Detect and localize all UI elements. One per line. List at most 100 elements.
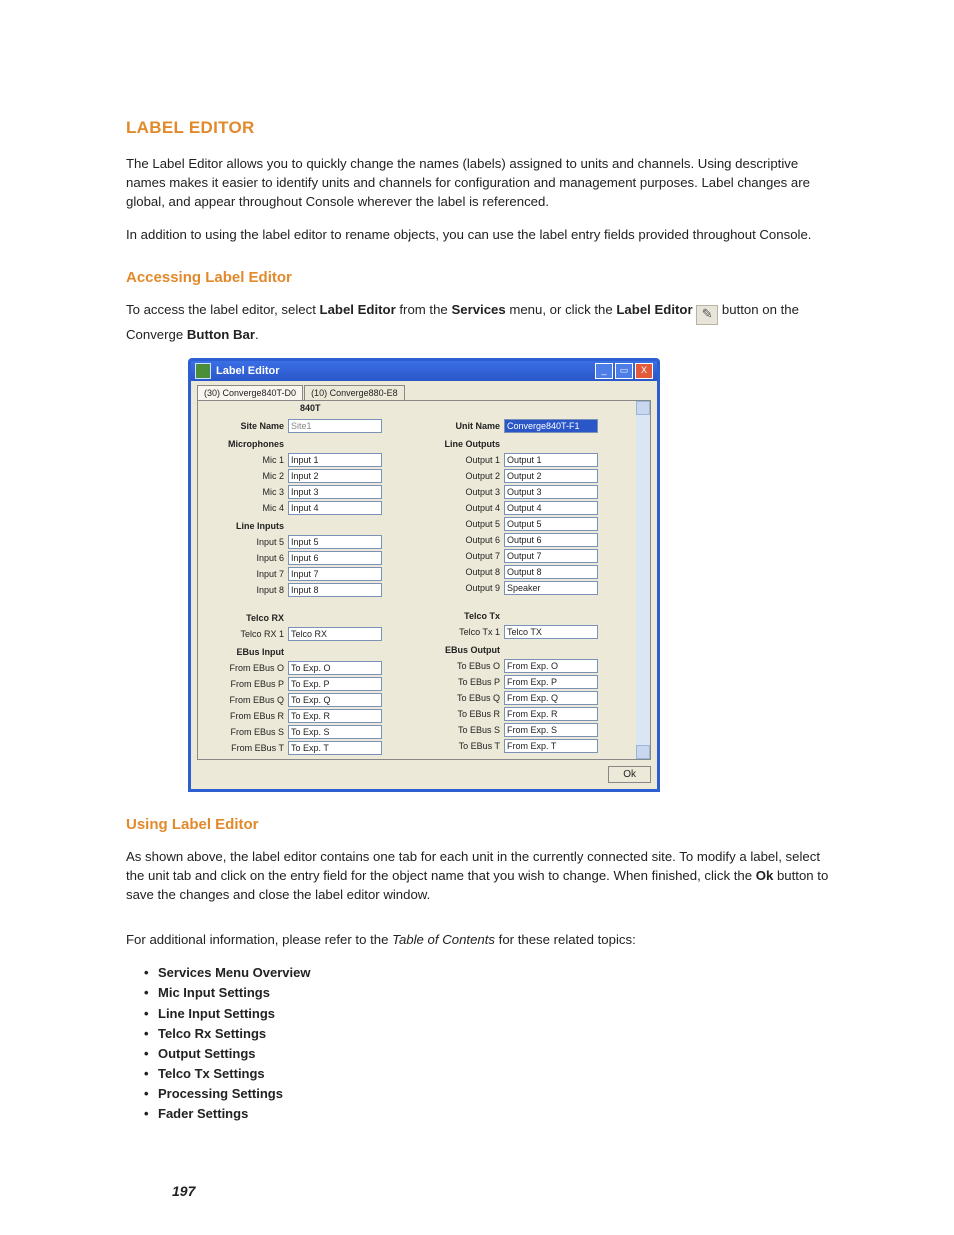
- output-label-4: Output 5: [418, 517, 504, 531]
- output-input-2[interactable]: Output 3: [504, 485, 598, 499]
- ebus-out-input-3[interactable]: From Exp. R: [504, 707, 598, 721]
- ebus-in-input-3[interactable]: To Exp. R: [288, 709, 382, 723]
- topic-1: Mic Input Settings: [144, 983, 834, 1003]
- ebus-in-input-1[interactable]: To Exp. P: [288, 677, 382, 691]
- ebus-in-label-1: From EBus P: [202, 677, 288, 691]
- output-label-7: Output 8: [418, 565, 504, 579]
- ok-button[interactable]: Ok: [608, 766, 651, 783]
- page-title: LABEL EDITOR: [126, 118, 834, 138]
- line-input-3[interactable]: Input 8: [288, 583, 382, 597]
- access-paragraph: To access the label editor, select Label…: [126, 300, 834, 344]
- ebus-out-label-4: To EBus S: [418, 723, 504, 737]
- intro-paragraph-2: In addition to using the label editor to…: [126, 225, 834, 244]
- topic-0: Services Menu Overview: [144, 963, 834, 983]
- telco-rx-label: Telco RX 1: [202, 627, 288, 641]
- scrollbar[interactable]: [636, 401, 650, 759]
- output-label-1: Output 2: [418, 469, 504, 483]
- output-label-8: Output 9: [418, 581, 504, 595]
- line-label-1: Input 6: [202, 551, 288, 565]
- line-inputs-header: Line Inputs: [202, 517, 288, 533]
- output-label-6: Output 7: [418, 549, 504, 563]
- mic-input-3[interactable]: Input 4: [288, 501, 382, 515]
- line-label-2: Input 7: [202, 567, 288, 581]
- section-using: Using Label Editor: [126, 816, 834, 833]
- output-label-2: Output 3: [418, 485, 504, 499]
- output-input-5[interactable]: Output 6: [504, 533, 598, 547]
- ebus-out-input-5[interactable]: From Exp. T: [504, 739, 598, 753]
- output-input-3[interactable]: Output 4: [504, 501, 598, 515]
- site-name-input[interactable]: Site1: [288, 419, 382, 433]
- tab-unit-1[interactable]: (10) Converge880-E8: [304, 385, 405, 400]
- mic-label-3: Mic 4: [202, 501, 288, 515]
- unit-name-label: Unit Name: [418, 419, 504, 433]
- ebus-out-label-3: To EBus R: [418, 707, 504, 721]
- telco-rx-header: Telco RX: [202, 609, 288, 625]
- line-input-1[interactable]: Input 6: [288, 551, 382, 565]
- ebus-in-input-4[interactable]: To Exp. S: [288, 725, 382, 739]
- output-label-0: Output 1: [418, 453, 504, 467]
- output-input-6[interactable]: Output 7: [504, 549, 598, 563]
- mic-input-2[interactable]: Input 3: [288, 485, 382, 499]
- output-input-1[interactable]: Output 2: [504, 469, 598, 483]
- output-input-0[interactable]: Output 1: [504, 453, 598, 467]
- output-label-5: Output 6: [418, 533, 504, 547]
- ebus-in-input-5[interactable]: To Exp. T: [288, 741, 382, 755]
- ebus-out-label-0: To EBus O: [418, 659, 504, 673]
- line-label-3: Input 8: [202, 583, 288, 597]
- ebus-in-label-0: From EBus O: [202, 661, 288, 675]
- ebus-in-label-5: From EBus T: [202, 741, 288, 755]
- site-name-label: Site Name: [202, 419, 288, 433]
- unit-header: 840T: [198, 401, 650, 415]
- tab-bar: (30) Converge840T-D0 (10) Converge880-E8: [197, 385, 651, 400]
- mic-label-0: Mic 1: [202, 453, 288, 467]
- ebus-in-label-4: From EBus S: [202, 725, 288, 739]
- label-editor-window: Label Editor _ ▭ X (30) Converge840T-D0 …: [188, 358, 660, 792]
- telco-tx-label: Telco Tx 1: [418, 625, 504, 639]
- output-input-7[interactable]: Output 8: [504, 565, 598, 579]
- output-input-4[interactable]: Output 5: [504, 517, 598, 531]
- mic-input-1[interactable]: Input 2: [288, 469, 382, 483]
- tab-unit-0[interactable]: (30) Converge840T-D0: [197, 385, 303, 400]
- line-input-2[interactable]: Input 7: [288, 567, 382, 581]
- topic-3: Telco Rx Settings: [144, 1024, 834, 1044]
- ebus-in-input-2[interactable]: To Exp. Q: [288, 693, 382, 707]
- microphones-header: Microphones: [202, 435, 288, 451]
- window-titlebar[interactable]: Label Editor _ ▭ X: [191, 361, 657, 381]
- section-accessing: Accessing Label Editor: [126, 269, 834, 286]
- topic-4: Output Settings: [144, 1044, 834, 1064]
- ebus-in-input-0[interactable]: To Exp. O: [288, 661, 382, 675]
- ebus-out-label-1: To EBus P: [418, 675, 504, 689]
- line-label-0: Input 5: [202, 535, 288, 549]
- close-icon[interactable]: X: [635, 363, 653, 379]
- ebus-out-label-5: To EBus T: [418, 739, 504, 753]
- topic-2: Line Input Settings: [144, 1004, 834, 1024]
- intro-paragraph-1: The Label Editor allows you to quickly c…: [126, 154, 834, 211]
- ebus-in-label-3: From EBus R: [202, 709, 288, 723]
- window-title: Label Editor: [216, 365, 595, 377]
- ebus-output-header: EBus Output: [418, 641, 504, 657]
- using-paragraph: As shown above, the label editor contain…: [126, 847, 834, 904]
- telco-rx-input[interactable]: Telco RX: [288, 627, 382, 641]
- ebus-input-header: EBus Input: [202, 643, 288, 659]
- label-editor-toolbar-icon: ✎: [696, 305, 718, 325]
- ebus-out-label-2: To EBus Q: [418, 691, 504, 705]
- related-topics-list: Services Menu OverviewMic Input Settings…: [144, 963, 834, 1124]
- page-number: 197: [172, 1183, 195, 1199]
- telco-tx-input[interactable]: Telco TX: [504, 625, 598, 639]
- ebus-out-input-4[interactable]: From Exp. S: [504, 723, 598, 737]
- maximize-icon[interactable]: ▭: [615, 363, 633, 379]
- mic-label-1: Mic 2: [202, 469, 288, 483]
- unit-name-input[interactable]: Converge840T-F1: [504, 419, 598, 433]
- output-input-8[interactable]: Speaker: [504, 581, 598, 595]
- ebus-out-input-1[interactable]: From Exp. P: [504, 675, 598, 689]
- minimize-icon[interactable]: _: [595, 363, 613, 379]
- ebus-out-input-2[interactable]: From Exp. Q: [504, 691, 598, 705]
- output-label-3: Output 4: [418, 501, 504, 515]
- topic-7: Fader Settings: [144, 1104, 834, 1124]
- topic-6: Processing Settings: [144, 1084, 834, 1104]
- more-info-paragraph: For additional information, please refer…: [126, 930, 834, 949]
- ebus-out-input-0[interactable]: From Exp. O: [504, 659, 598, 673]
- mic-input-0[interactable]: Input 1: [288, 453, 382, 467]
- app-icon: [195, 363, 211, 379]
- line-input-0[interactable]: Input 5: [288, 535, 382, 549]
